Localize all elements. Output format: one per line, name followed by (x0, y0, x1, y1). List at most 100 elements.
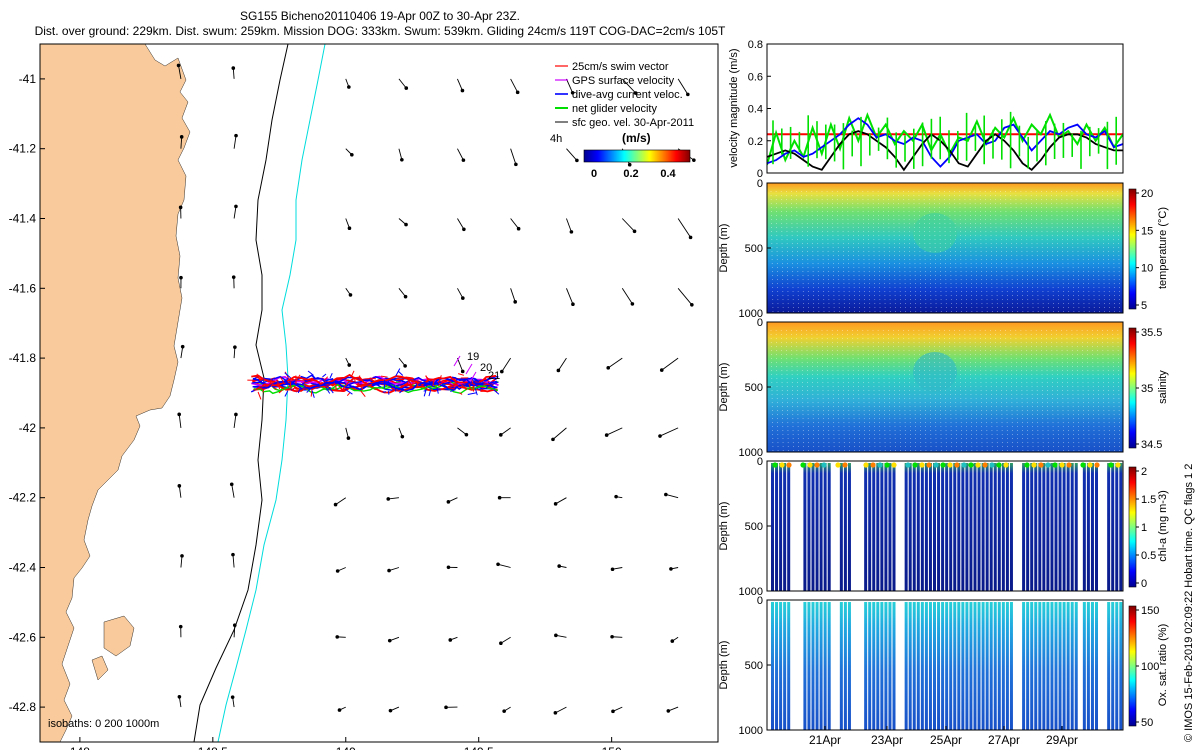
geo-velocity-arrow (457, 219, 465, 232)
track-day-label-19: 19 (467, 351, 479, 363)
profile-ytick-label: 500 (745, 660, 763, 672)
time-xtick-label: 27Apr (988, 733, 1020, 747)
island-land (92, 616, 134, 680)
legend-geo-label: sfc geo. vel. 30-Apr-2011 (572, 117, 694, 129)
profile-cast (1091, 602, 1094, 730)
geo-velocity-arrow (457, 149, 465, 162)
track-vector (396, 379, 405, 380)
geo-velocity-arrow (500, 358, 511, 373)
geo-velocity-arrow (664, 493, 678, 498)
profile-cast (812, 463, 815, 591)
legend-colorbar (584, 150, 690, 162)
profile-cast (937, 602, 940, 730)
profile-cast (965, 463, 968, 591)
profile-cast (1022, 463, 1025, 591)
profile-cast (880, 602, 883, 730)
track-vector (398, 371, 403, 376)
profile-cast (949, 602, 952, 730)
profile-cast (921, 463, 924, 591)
geo-velocity-arrow (399, 288, 407, 298)
profile-surface-dot (863, 462, 868, 467)
profile-cast (1034, 463, 1037, 591)
geo-velocity-arrow (554, 498, 567, 506)
profile-cast (941, 463, 944, 591)
profile-surface-dot (996, 462, 1001, 467)
geo-velocity-arrow (346, 149, 354, 157)
profile-cast (884, 463, 887, 591)
profile-cast (807, 463, 810, 591)
profile-colorbar-tick-label: 34.5 (1141, 439, 1162, 451)
track-vector (330, 373, 332, 378)
profile-cast (1038, 463, 1041, 591)
map-ytick-label: -42.8 (9, 700, 37, 714)
velocity-ytick-label: 0.8 (748, 39, 763, 51)
track-vector (433, 389, 441, 390)
geo-velocity-arrow (605, 428, 622, 437)
geo-velocity-arrow (457, 358, 464, 373)
profile-surface-dot (821, 462, 826, 467)
profile-cast (925, 463, 928, 591)
geo-velocity-arrow (386, 497, 398, 501)
profile-cast (1022, 602, 1025, 730)
geo-velocity-arrow (457, 428, 468, 437)
velocity-ylabel: velocity magnitude (m/s) (728, 48, 740, 167)
profile-cast (779, 602, 782, 730)
profile-surface-dot (779, 462, 784, 467)
profile-cast (945, 463, 948, 591)
geo-velocity-arrow (346, 358, 351, 367)
time-xtick-label: 25Apr (930, 733, 962, 747)
geo-velocity-arrow (554, 707, 567, 715)
profile-colorbar-tick-label: 15 (1141, 225, 1153, 237)
profile-surface-dot (870, 462, 875, 467)
profile-cast (868, 463, 871, 591)
geo-velocity-arrow (399, 219, 408, 227)
profile-cast (909, 602, 912, 730)
profile-colorbar-tick-label: 1 (1141, 522, 1147, 534)
profile-cast (986, 463, 989, 591)
geo-velocity-arrow (388, 637, 399, 642)
profile-colorbar-label: temperature (°C) (1157, 207, 1169, 289)
profile-cast (998, 602, 1001, 730)
profile-surface-dot (1115, 462, 1120, 467)
profile-cast (1067, 463, 1070, 591)
profile-surface-dot (933, 462, 938, 467)
geo-velocity-arrow (231, 66, 235, 79)
profile-cast (1083, 602, 1086, 730)
profile-cast (1050, 602, 1053, 730)
profile-cast (933, 463, 936, 591)
map-ytick-label: -41.6 (9, 281, 37, 295)
geo-velocity-arrow (231, 553, 235, 568)
map-xtick-label: 148 (70, 745, 90, 750)
profile-colorbar-tick-label: 0.5 (1141, 550, 1156, 562)
profile-ytick-label: 500 (745, 521, 763, 533)
profile-surface-dot (905, 462, 910, 467)
profile-cast (844, 463, 847, 591)
profile-cast (998, 463, 1001, 591)
geo-velocity-arrow (234, 413, 238, 428)
profile-surface-dot (926, 462, 931, 467)
geo-velocity-arrow (389, 707, 399, 712)
profile-cast (974, 602, 977, 730)
profile-cast (824, 463, 827, 591)
profile-cast (1075, 463, 1078, 591)
profile-cast (848, 602, 851, 730)
geo-velocity-arrow (660, 358, 678, 372)
profile-colorbar-tick-label: 0 (1141, 578, 1147, 590)
profile-cast (803, 463, 806, 591)
profile-cast (876, 602, 879, 730)
time-xtick-label: 29Apr (1046, 733, 1078, 747)
figure-title: SG155 Bicheno20110406 19-Apr 00Z to 30-A… (0, 9, 760, 24)
isobaths-label: isobaths: 0 200 1000m (48, 718, 159, 730)
profile-cast (929, 602, 932, 730)
map-legend: 25cm/s swim vector GPS surface velocity … (550, 61, 694, 180)
map-xtick-label: 148.5 (198, 745, 228, 750)
profile-surface-dot (968, 462, 973, 467)
geo-velocity-arrow (180, 554, 184, 567)
map-ytick-label: -42.2 (9, 491, 37, 505)
profile-surface-dot (800, 462, 805, 467)
geo-velocity-arrow (335, 635, 345, 639)
profile-cast (816, 602, 819, 730)
profile-colorbar-tick-label: 150 (1141, 605, 1159, 617)
